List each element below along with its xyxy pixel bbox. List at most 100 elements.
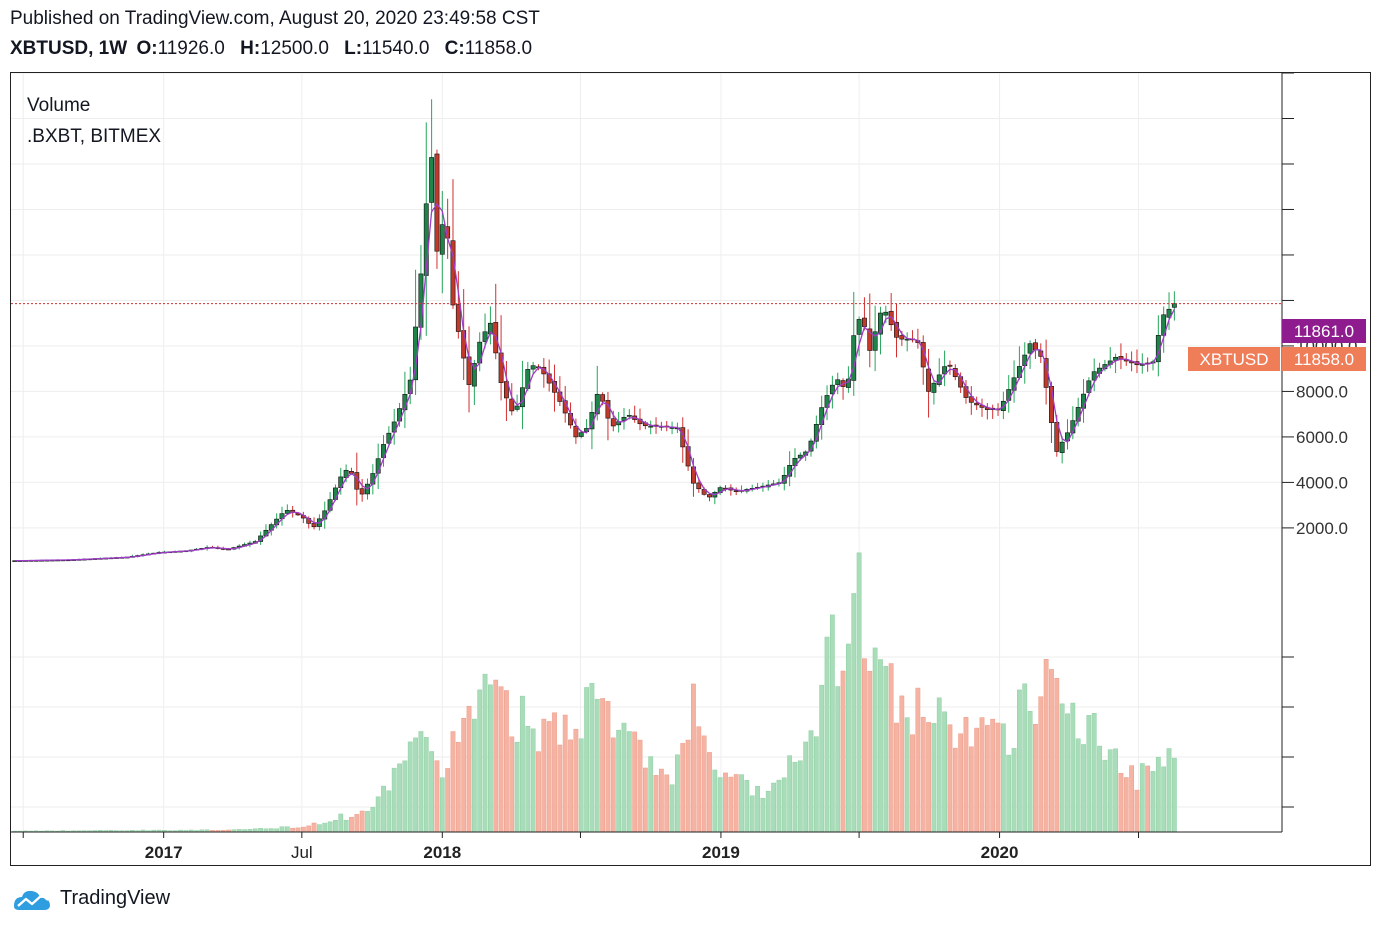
volume-bar <box>317 824 322 833</box>
volume-bar <box>573 728 579 833</box>
volume-bar <box>434 760 440 833</box>
volume-bar <box>594 698 600 833</box>
volume-bar <box>1049 669 1054 833</box>
volume-bar <box>258 828 264 833</box>
volume-bar <box>322 822 328 833</box>
volume-bar <box>632 731 638 833</box>
volume-bar <box>413 737 418 833</box>
volume-bar <box>637 739 643 833</box>
volume-bar <box>600 698 605 833</box>
volume-bar <box>1033 724 1038 833</box>
candle-body <box>974 402 980 406</box>
volume-bar <box>1081 744 1086 833</box>
tradingview-logo[interactable]: TradingView <box>10 884 170 912</box>
candle-body <box>530 365 536 370</box>
candle-body <box>1086 380 1092 393</box>
volume-bar <box>1171 757 1177 833</box>
x-tick-label: 2018 <box>423 843 461 862</box>
volume-bar <box>990 718 996 833</box>
volume-bar <box>680 743 686 833</box>
volume-bar <box>958 733 964 833</box>
volume-bar <box>589 683 595 833</box>
volume-bar <box>1118 773 1124 833</box>
upper-price-tag: 11861.0 <box>1282 319 1366 343</box>
chart-frame[interactable]: 2000.0 4000.0 6000.0 8000.0 10000.0 2017 Jul 2… <box>10 72 1371 866</box>
volume-bar <box>1075 738 1081 833</box>
y-tick-label: 6000.0 <box>1296 428 1348 447</box>
candle-body <box>899 335 905 340</box>
volume-bar <box>1161 766 1167 833</box>
volume-bar <box>1150 771 1156 833</box>
volume-bar <box>910 734 915 833</box>
candle-body <box>626 415 632 417</box>
volume-bar <box>920 716 926 833</box>
volume-bar <box>536 751 541 833</box>
grid <box>11 73 1282 832</box>
candle-body <box>359 488 365 495</box>
volume-bar <box>808 730 814 833</box>
volume-bar <box>797 760 803 833</box>
open-label: O: <box>136 38 158 59</box>
volume-bar <box>477 689 483 833</box>
candle-body <box>471 363 477 387</box>
volume-bar <box>942 711 947 833</box>
candle-body <box>578 432 584 437</box>
volume-bar <box>1123 777 1129 833</box>
candle-body <box>1027 343 1033 354</box>
candle-body <box>926 368 932 392</box>
time-axis[interactable]: 2017 Jul 2018 2019 2020 <box>22 832 1139 862</box>
volume-bar <box>733 774 739 833</box>
volume-bar <box>300 826 306 833</box>
candle-body <box>829 384 835 395</box>
volume-bar <box>525 725 531 833</box>
volume-bar <box>1113 748 1118 833</box>
volume-bar <box>755 786 760 833</box>
volume-bar <box>546 721 552 833</box>
volume-bar <box>1139 763 1145 833</box>
tradingview-logo-icon <box>14 890 50 910</box>
volume-bar <box>1017 689 1022 833</box>
volume-bar <box>562 714 568 833</box>
volume-bar <box>359 810 365 833</box>
volume-bar <box>1011 748 1017 833</box>
volume-bar <box>872 647 878 833</box>
y-tick-label: 4000.0 <box>1296 473 1348 492</box>
volume-bar <box>541 718 547 833</box>
volume-bar <box>658 768 664 833</box>
volume-bar <box>888 663 894 833</box>
candle-body <box>878 312 883 335</box>
volume-bar <box>610 737 616 833</box>
candle-body <box>1032 342 1038 351</box>
candle-body <box>311 523 317 528</box>
volume-bar <box>482 673 488 833</box>
volume-bar <box>466 705 472 833</box>
volume-bar <box>423 737 429 833</box>
candle-body <box>418 273 424 328</box>
volume-bar <box>653 775 659 833</box>
volume-bar <box>1043 659 1049 833</box>
volume-bar <box>642 767 648 833</box>
volume-bar <box>279 826 285 833</box>
low-value: 11540.0 <box>362 38 430 59</box>
symbol-interval: XBTUSD, 1W <box>10 38 128 59</box>
candle-body <box>621 416 627 421</box>
candle-body <box>867 328 873 351</box>
volume-bar <box>819 684 825 833</box>
volume-bar <box>568 739 573 833</box>
low-label: L: <box>344 38 363 59</box>
volume-bar <box>781 777 787 833</box>
volume-bar <box>616 729 622 833</box>
volume-bar <box>306 825 312 833</box>
candle-body <box>781 475 787 484</box>
price-scale-bg <box>1282 73 1370 865</box>
volume-bar <box>974 727 980 833</box>
volume-bar <box>520 695 525 833</box>
candle-body <box>733 490 739 493</box>
volume-bar <box>338 813 344 833</box>
volume-bar <box>284 826 290 833</box>
volume-bar <box>1054 678 1060 833</box>
volume-bar <box>712 769 718 833</box>
candle-body <box>894 321 899 338</box>
volume-bar <box>386 790 392 833</box>
